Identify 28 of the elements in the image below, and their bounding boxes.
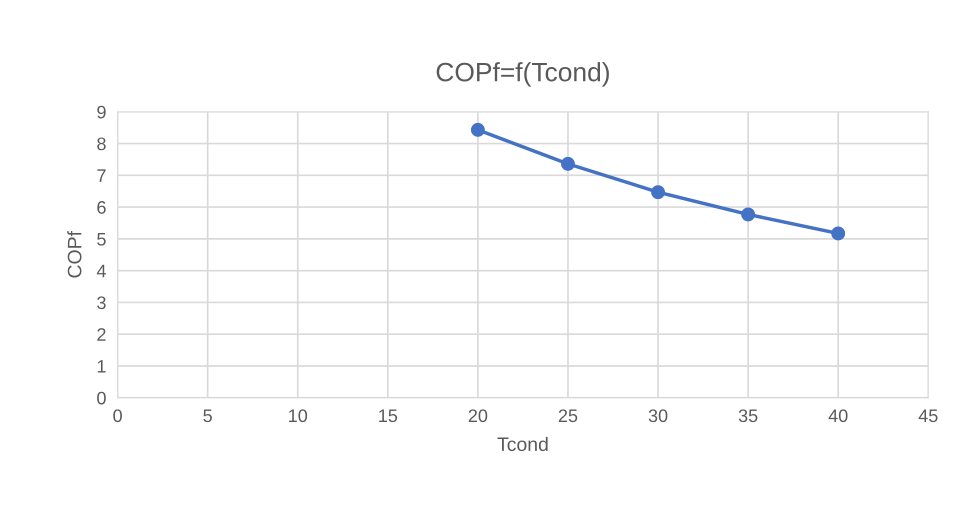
point	[651, 185, 665, 200]
x-tick-label: 20	[468, 409, 488, 422]
y-tick-label: 2	[97, 328, 106, 341]
x-tick-label: 0	[113, 409, 122, 422]
y-tick-label: 3	[97, 296, 106, 310]
x-tick-label: 30	[648, 409, 668, 422]
y-axis-title: COPf	[67, 230, 82, 278]
y-tick-label: 5	[97, 232, 106, 246]
y-tick-label: 7	[97, 169, 106, 182]
y-tick-label: 6	[97, 201, 106, 214]
chart-title: COPf=f(Tcond)	[436, 62, 609, 87]
x-tick-label: 15	[379, 410, 398, 422]
x-tick-label: 10	[289, 409, 308, 422]
point	[831, 226, 846, 240]
point	[741, 207, 756, 222]
x-tick-label: 35	[738, 409, 758, 422]
point	[470, 122, 485, 137]
y-tick-label: 0	[97, 392, 106, 404]
y-tick-label: 4	[96, 264, 106, 278]
y-tick-label: 1	[98, 360, 106, 373]
x-tick-label: 45	[918, 410, 938, 422]
y-tick-label: 9	[97, 106, 106, 118]
x-axis-title: Tcond	[497, 436, 548, 452]
y-tick-label: 8	[97, 137, 106, 150]
x-tick-label: 25	[558, 409, 578, 422]
x-tick-label: 40	[828, 409, 848, 422]
x-tick-label: 5	[203, 410, 212, 422]
point	[561, 156, 575, 171]
